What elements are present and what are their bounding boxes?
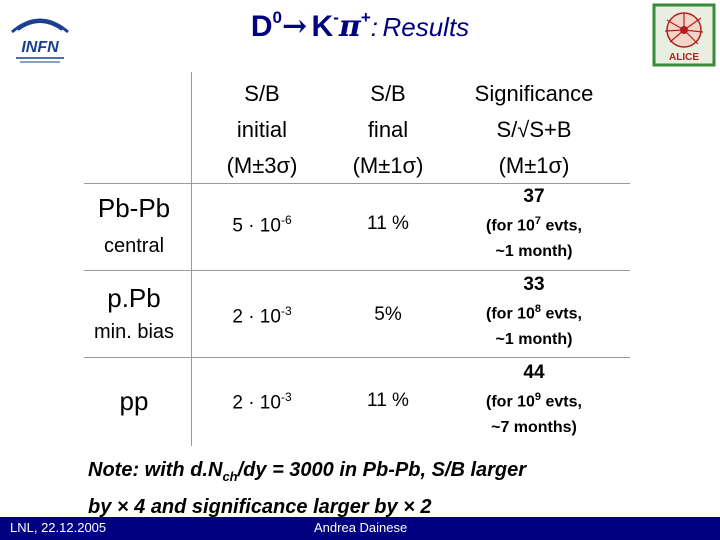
sb-initial-exp: -3 [280, 304, 292, 318]
title-minus: - [333, 8, 339, 27]
sb-final-pp: 11 % [367, 390, 409, 411]
table-divider-row1 [84, 270, 630, 271]
significance-note-line1: (for 108 evts, [486, 303, 582, 323]
significance-note-line1: (for 107 evts, [486, 215, 582, 235]
footer-author: Andrea Dainese [314, 520, 408, 535]
table-divider-col1 [191, 72, 192, 446]
column-header-significance: Significance S/√S+B (M±1σ) [454, 76, 614, 184]
sb-final-ppb: 5% [374, 304, 402, 325]
row-name-pbpb: Pb-Pb [97, 193, 171, 223]
title-sup-zero: 0 [272, 8, 282, 27]
footer-bar: LNL, 22.12.2005 Andrea Dainese [0, 517, 720, 540]
row-sub-ppb: min. bias [93, 321, 175, 343]
sb-initial-pp: 2 · 10-3 [192, 390, 332, 414]
significance-note-line2: ~7 months) [491, 419, 577, 437]
column-header-sb-final: S/B final (M±1σ) [318, 76, 458, 184]
infn-logo: INFN [6, 10, 74, 70]
title-arrow: → [281, 9, 308, 44]
sb-initial-base: 2 · 10 [232, 392, 281, 414]
title-k: K [311, 10, 334, 43]
sb-initial-base: 5 · 10 [232, 215, 281, 237]
title-pi: π [338, 9, 361, 44]
footer-date: LNL, 22.12.2005 [10, 520, 107, 535]
column-header-line3: (M±1σ) [498, 153, 570, 178]
row-name-pp: pp [119, 386, 149, 416]
sb-initial-pbpb: 5 · 10-6 [192, 213, 332, 237]
alice-logo-text: ALICE [669, 52, 699, 63]
sb-initial-exp: -6 [280, 213, 292, 227]
sb-final-pbpb: 11 % [367, 213, 409, 234]
alice-logo: ALICE [651, 2, 717, 68]
column-header-line1: Significance [474, 81, 594, 106]
column-header-line2: final [367, 117, 409, 142]
column-header-line1: S/B [370, 81, 406, 106]
row-sub-pbpb: central [103, 235, 165, 257]
sb-initial-exp: -3 [280, 390, 292, 404]
column-header-line2: initial [236, 117, 288, 142]
title-results: Results [382, 12, 470, 42]
significance-pp: 44 (for 109 evts, ~7 months) [454, 362, 614, 441]
title-plus: + [360, 8, 371, 27]
note-text: Note: with d.Nch/dy = 3000 in Pb-Pb, S/B… [88, 455, 526, 522]
sb-initial-ppb: 2 · 10-3 [192, 304, 332, 328]
table-divider-header [84, 183, 630, 184]
significance-note-line1: (for 109 evts, [486, 391, 582, 411]
column-header-sb-initial: S/B initial (M±3σ) [192, 76, 332, 184]
infn-logo-text: INFN [21, 39, 59, 56]
significance-ppb: 33 (for 108 evts, ~1 month) [454, 274, 614, 353]
sb-initial-base: 2 · 10 [232, 306, 281, 328]
table-divider-row2 [84, 357, 630, 358]
row-name-ppb: p.Pb [107, 283, 161, 313]
column-header-line1: S/B [244, 81, 280, 106]
significance-note-line2: ~1 month) [495, 331, 573, 349]
note-line1: Note: with d.Nch/dy = 3000 in Pb-Pb, S/B… [88, 459, 527, 484]
column-header-line2: S/√S+B [496, 117, 572, 142]
significance-pbpb: 37 (for 107 evts, ~1 month) [454, 186, 614, 265]
significance-value: 37 [523, 186, 545, 207]
slide-title: D0→ K-π+: Results [0, 8, 720, 44]
column-header-line3: (M±3σ) [226, 153, 298, 178]
significance-value: 44 [523, 362, 545, 383]
title-d: D [250, 10, 273, 43]
column-header-line3: (M±1σ) [352, 153, 424, 178]
significance-note-line2: ~1 month) [495, 243, 573, 261]
significance-value: 33 [523, 274, 545, 295]
title-colon: : [370, 12, 379, 42]
note-line2: by × 4 and significance larger by × 2 [88, 496, 432, 518]
